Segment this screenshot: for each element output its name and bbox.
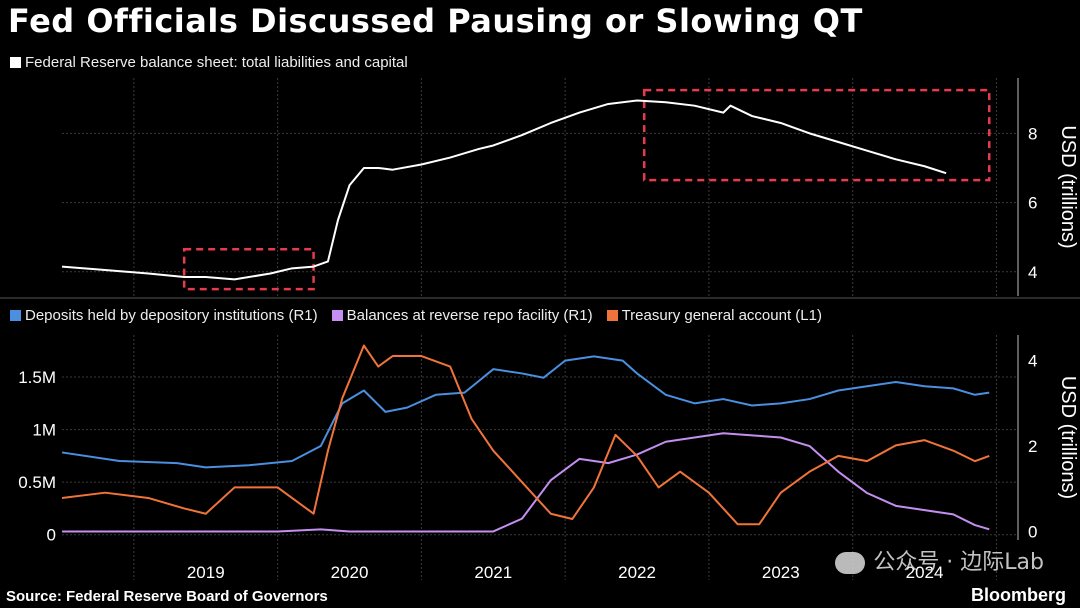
bottom-left-ytick-label: 1M bbox=[32, 421, 56, 440]
bottom-left-ytick-label: 1.5M bbox=[18, 368, 56, 387]
x-tick-label-2023: 2023 bbox=[762, 563, 800, 582]
legend-label-deposits: Deposits held by depository institutions… bbox=[25, 307, 318, 324]
chart-title: Fed Officials Discussed Pausing or Slowi… bbox=[8, 2, 863, 40]
legend-swatch-tga bbox=[606, 310, 618, 321]
bottom-right-ytick-label: 2 bbox=[1028, 437, 1037, 456]
series-line-balance-sheet bbox=[61, 99, 947, 281]
legend-swatch-balance-sheet bbox=[10, 57, 21, 68]
top-ytick-label: 4 bbox=[1028, 263, 1037, 282]
watermark-text: 公众号 · 边际Lab bbox=[873, 550, 1044, 575]
top-ytick-label: 8 bbox=[1028, 124, 1037, 143]
bottom-legend: Deposits held by depository institutions… bbox=[10, 307, 822, 324]
x-tick-label-2021: 2021 bbox=[474, 563, 512, 582]
bottom-left-ytick-label: 0.5M bbox=[18, 473, 56, 492]
top-ytick-label: 6 bbox=[1028, 194, 1037, 213]
bottom-right-ytick-label: 4 bbox=[1028, 352, 1037, 371]
legend-label-balance-sheet: Federal Reserve balance sheet: total lia… bbox=[25, 54, 408, 71]
top-y-axis-label: USD (trillions) bbox=[1057, 125, 1079, 248]
legend-swatch-reverse-repo bbox=[331, 310, 343, 321]
x-tick-label-2022: 2022 bbox=[618, 563, 656, 582]
wechat-logo-icon bbox=[835, 552, 866, 574]
highlight-box-1 bbox=[642, 88, 991, 182]
top-legend: Federal Reserve balance sheet: total lia… bbox=[10, 54, 408, 71]
legend-label-reverse-repo: Balances at reverse repo facility (R1) bbox=[346, 307, 593, 324]
legend-label-tga: Treasury general account (L1) bbox=[621, 307, 822, 324]
source-note: Source: Federal Reserve Board of Governo… bbox=[6, 588, 328, 605]
series-line-reverse-repo bbox=[62, 432, 990, 533]
legend-swatch-deposits bbox=[10, 310, 21, 321]
x-tick-label-2019: 2019 bbox=[187, 563, 225, 582]
x-tick-label-2024: 2024 bbox=[906, 563, 944, 582]
watermark: 公众号 · 边际Lab bbox=[835, 544, 1044, 576]
highlight-box-0 bbox=[182, 248, 315, 291]
bloomberg-logo: Bloomberg bbox=[970, 585, 1066, 605]
x-tick-label-2020: 2020 bbox=[331, 563, 369, 582]
bottom-right-ytick-label: 0 bbox=[1028, 522, 1037, 541]
bottom-y-axis-label: USD (trillions) bbox=[1057, 376, 1079, 499]
series-line-tga bbox=[61, 344, 990, 526]
series-line-deposits bbox=[61, 355, 990, 469]
bottom-left-ytick-label: 0 bbox=[47, 526, 56, 545]
